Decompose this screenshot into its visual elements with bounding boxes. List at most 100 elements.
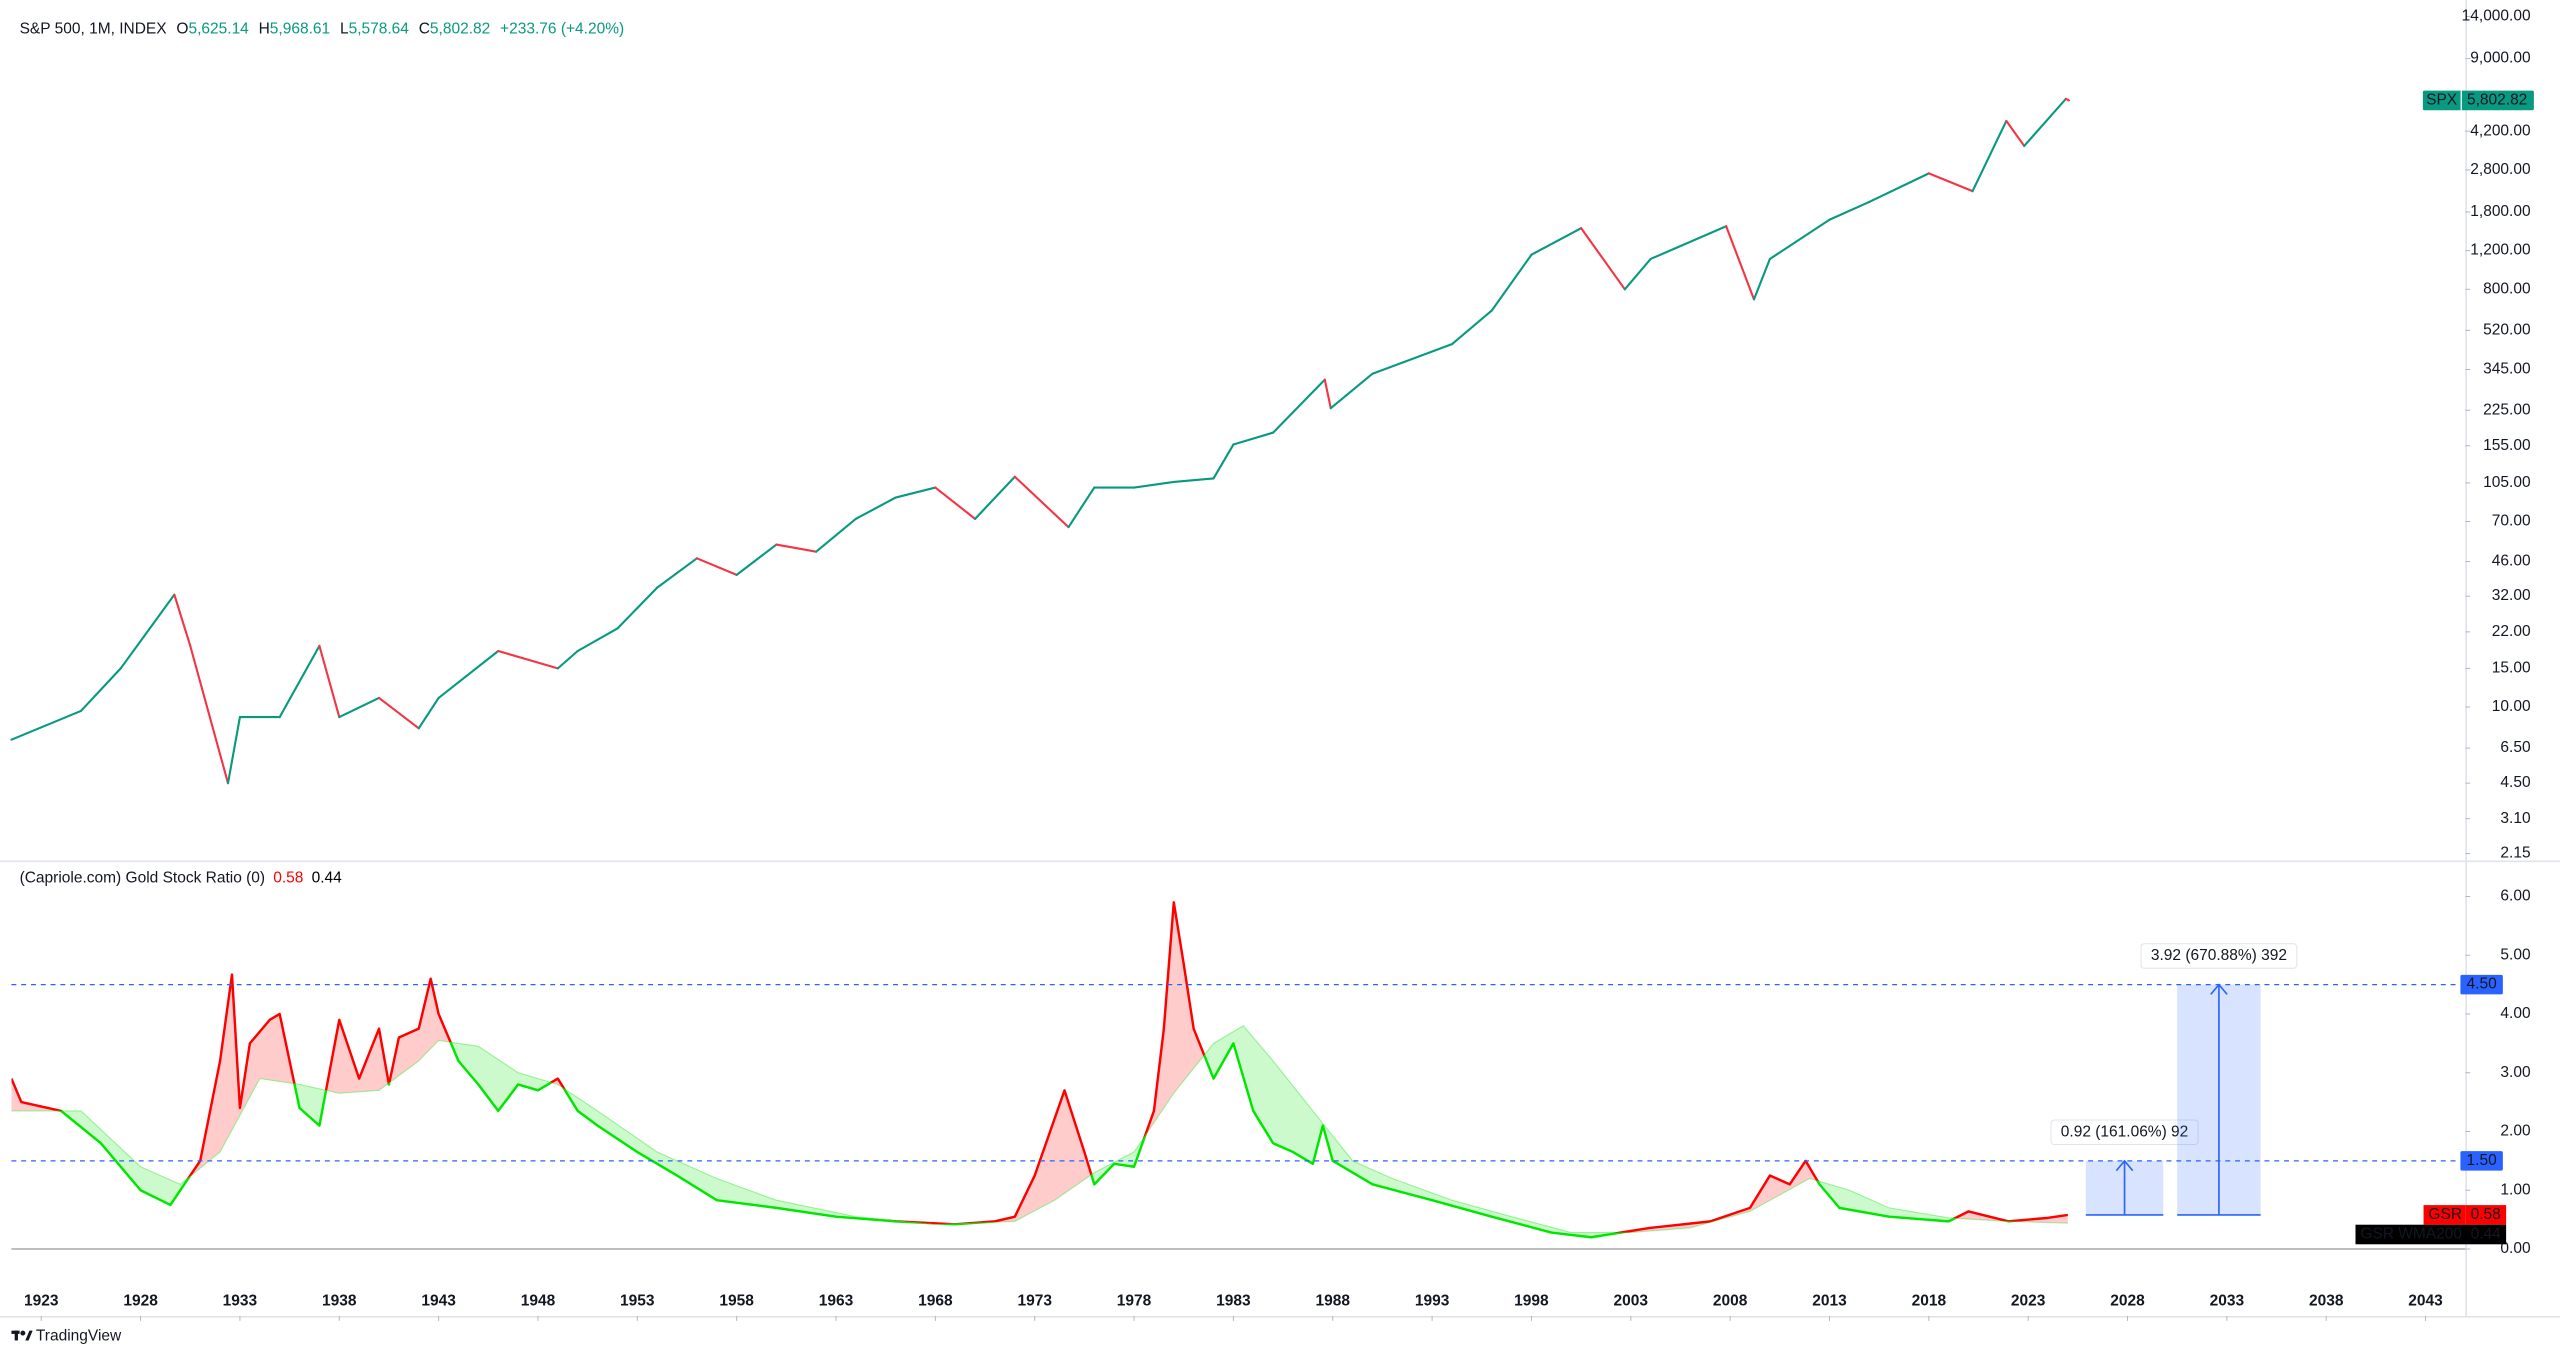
price-segment <box>1172 477 1215 484</box>
x-tick-label: 1958 <box>719 1292 754 1309</box>
x-tick-label: 1933 <box>223 1292 258 1309</box>
price-segment <box>1768 218 1831 261</box>
y-tick-label: 345.00 <box>2483 361 2531 378</box>
x-tick-label: 1953 <box>620 1292 655 1309</box>
price-segment <box>1232 431 1275 446</box>
price-segment <box>1927 172 1974 193</box>
price-segment <box>854 496 897 520</box>
brand-name: TradingView <box>36 1327 122 1344</box>
x-tick-label: 2003 <box>1614 1292 1649 1309</box>
price-segment <box>695 557 738 576</box>
logo-part <box>14 1330 18 1341</box>
x-tick-label: 1988 <box>1316 1292 1351 1309</box>
price-segment <box>735 543 778 576</box>
ohlc-value: 5,802.82 <box>430 21 490 38</box>
legend-value: 0.58 <box>273 870 303 887</box>
y-tick-label: 6.00 <box>2500 888 2531 905</box>
price-segment <box>497 649 559 670</box>
price-segment <box>576 627 619 653</box>
horizontal-line-tag <box>2460 974 2503 995</box>
x-tick-label: 1993 <box>1415 1292 1450 1309</box>
price-segment <box>278 644 321 719</box>
series-value-label: 0.58 <box>2471 1206 2501 1223</box>
price-segment <box>338 696 381 719</box>
y-tick-label: 4.00 <box>2500 1005 2531 1022</box>
legend-value: 0.44 <box>312 870 343 887</box>
y-tick-label: 4,200.00 <box>2470 122 2531 139</box>
price-segment <box>1212 443 1235 480</box>
x-tick-label: 1978 <box>1117 1292 1152 1309</box>
y-tick-label: 105.00 <box>2483 474 2531 491</box>
y-tick-label: 0.00 <box>2500 1240 2531 1257</box>
price-segment <box>815 517 857 553</box>
price-segment <box>2023 97 2067 147</box>
last-price-label: 5,802.82 <box>2467 92 2527 109</box>
price-segment <box>1725 225 1756 301</box>
ohlc-key: C <box>419 21 430 38</box>
y-tick-label: 155.00 <box>2483 437 2531 454</box>
price-segment <box>616 586 659 630</box>
series-value-label: 0.44 <box>2471 1226 2502 1243</box>
ohlc-key: H <box>259 21 270 38</box>
x-tick-label: 1983 <box>1216 1292 1251 1309</box>
brand-logo <box>11 1330 33 1341</box>
price-segment <box>656 557 698 589</box>
price-segment <box>1323 378 1332 410</box>
horizontal-line-label: 4.50 <box>2467 976 2498 993</box>
price-segment <box>377 696 420 730</box>
x-tick-label: 2008 <box>1713 1292 1748 1309</box>
y-tick-label: 32.00 <box>2492 587 2531 604</box>
y-tick-label: 1.00 <box>2500 1181 2531 1198</box>
price-segment <box>10 709 83 741</box>
price-segment <box>2064 97 2070 102</box>
series-value-tag <box>2465 1205 2507 1225</box>
y-tick-label: 14,000.00 <box>2462 8 2531 25</box>
wma-line <box>11 1024 2068 1234</box>
price-segment <box>1329 372 1374 410</box>
x-tick-label: 1948 <box>521 1292 556 1309</box>
x-tick-label: 2038 <box>2309 1292 2344 1309</box>
price-segment <box>119 593 176 670</box>
y-tick-label: 10.00 <box>2492 698 2531 715</box>
price-segment <box>974 475 1016 520</box>
price-segment <box>1272 378 1326 434</box>
measure-label: 0.92 (161.06%) 92 <box>2061 1123 2189 1140</box>
y-tick-label: 800.00 <box>2483 280 2531 297</box>
measure-label-box <box>2050 1119 2199 1146</box>
ohlc-value: 5,625.14 <box>188 21 249 38</box>
x-tick-label: 1973 <box>1017 1292 1052 1309</box>
price-segment <box>775 543 818 553</box>
measure-arrowhead <box>2210 983 2228 995</box>
x-tick-label: 2013 <box>1812 1292 1847 1309</box>
last-price-tag <box>2422 90 2534 111</box>
price-segment <box>1580 227 1626 291</box>
x-tick-label: 1998 <box>1514 1292 1549 1309</box>
indicator-legend: (Capriole.com) Gold Stock Ratio (0) 0.58 0… <box>20 870 343 887</box>
y-tick-label: 15.00 <box>2492 659 2531 676</box>
series-tag-name: GSR <box>2428 1206 2462 1223</box>
x-tick-label: 1943 <box>421 1292 456 1309</box>
y-tick-label: 520.00 <box>2483 321 2531 338</box>
x-tick-label: 1963 <box>819 1292 854 1309</box>
x-tick-label: 1938 <box>322 1292 357 1309</box>
price-segment <box>417 696 440 730</box>
price-segment <box>894 486 937 499</box>
measure-label: 3.92 (670.88%) 392 <box>2151 947 2287 964</box>
x-tick-label: 2018 <box>1912 1292 1947 1309</box>
x-tick-label: 1928 <box>123 1292 158 1309</box>
y-tick-label: 46.00 <box>2492 553 2531 570</box>
chart-title: S&P 500, 1M, INDEX <box>20 21 168 38</box>
x-tick-label: 2033 <box>2210 1292 2245 1309</box>
price-segment <box>1649 225 1728 261</box>
y-tick-label: 6.50 <box>2500 739 2531 756</box>
symbol-label: SPX <box>2426 92 2458 109</box>
price-segment <box>79 667 122 712</box>
x-tick-label: 2023 <box>2011 1292 2046 1309</box>
change: +233.76 (+4.20%) <box>500 21 624 38</box>
y-tick-label: 225.00 <box>2483 401 2531 418</box>
series-tag <box>2423 1205 2466 1225</box>
y-tick-label: 22.00 <box>2492 623 2531 640</box>
price-segment <box>226 716 241 785</box>
